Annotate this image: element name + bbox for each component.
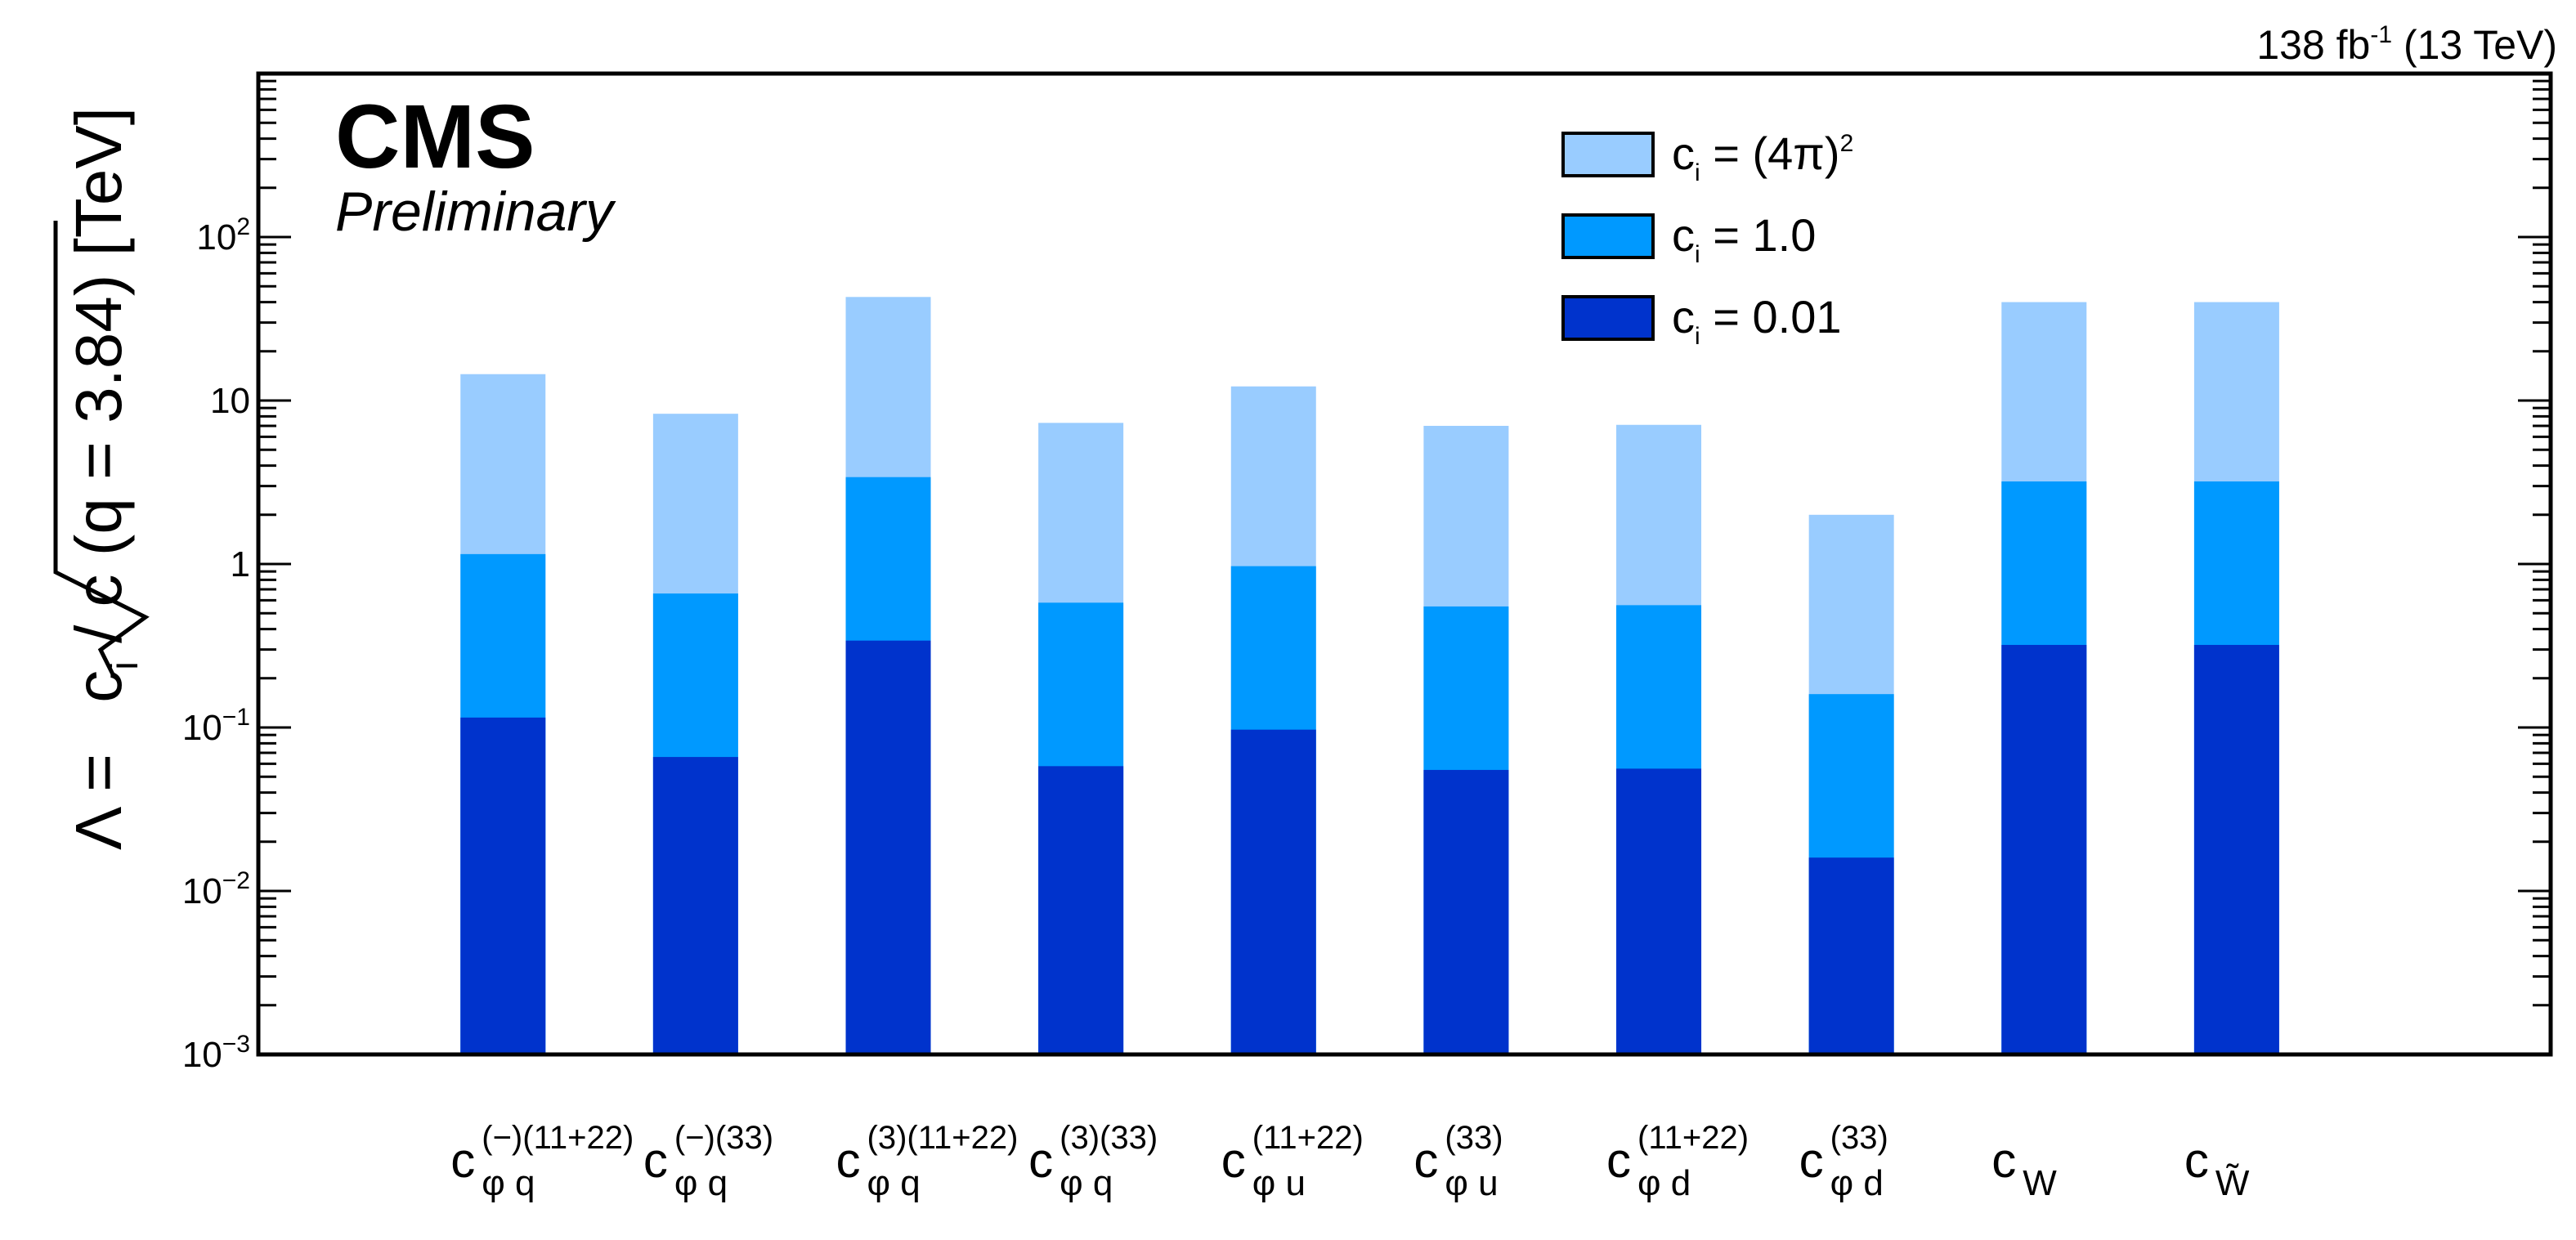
svg-text:φ q: φ q: [482, 1163, 535, 1203]
svg-text:(33): (33): [1830, 1120, 1888, 1156]
legend-label-1: ci = (4π)2: [1672, 128, 1853, 186]
svg-text:φ q: φ q: [674, 1163, 728, 1203]
legend-label-3: ci = 0.01: [1672, 291, 1841, 350]
svg-text:c: c: [836, 1133, 861, 1188]
svg-text:c: c: [450, 1133, 475, 1188]
svg-text:W: W: [2023, 1163, 2057, 1203]
y-tick-label-1: 10−3: [182, 1031, 250, 1075]
y-tick-label-5: 10: [210, 381, 250, 421]
bar-3-2: [652, 757, 738, 1054]
bar-3-1: [460, 717, 546, 1054]
legend: ci = (4π)2 ci = 1.0 ci = 0.01: [1561, 128, 1853, 350]
bars-layer: [460, 297, 2279, 1055]
legend-label-2: ci = 1.0: [1672, 209, 1816, 268]
svg-text:(33): (33): [1445, 1120, 1503, 1156]
lumi-label: 138 fb-1 (13 TeV): [2256, 21, 2557, 68]
svg-text:φ d: φ d: [1830, 1163, 1884, 1203]
svg-text:c: c: [1991, 1133, 2016, 1188]
y-tick-label-4: 1: [231, 544, 250, 584]
svg-text:(−)(33): (−)(33): [674, 1120, 773, 1156]
bar-3-3: [845, 640, 931, 1054]
cms-label: CMS: [335, 87, 535, 187]
bar-3-6: [1423, 769, 1509, 1054]
x-tick-label-10: c W̃: [2184, 1133, 2250, 1203]
svg-text:c: c: [1028, 1133, 1053, 1188]
svg-text:(−)(11+22): (−)(11+22): [482, 1120, 634, 1156]
bar-3-5: [1230, 729, 1316, 1054]
svg-text:c: c: [643, 1133, 668, 1188]
svg-text:Λ = ci / c (q = 3.84) [TeV]: Λ = ci / c (q = 3.84) [TeV]: [62, 107, 146, 850]
preliminary-label: Preliminary: [335, 181, 616, 243]
bar-3-8: [1808, 857, 1894, 1054]
sqrt-sign: [53, 221, 150, 676]
svg-text:φ q: φ q: [1060, 1163, 1113, 1203]
y-tick-label-2: 10−2: [182, 867, 250, 911]
svg-text:φ u: φ u: [1445, 1163, 1498, 1203]
svg-text:(11+22): (11+22): [1637, 1120, 1749, 1156]
plot-frame: [256, 71, 2553, 1057]
svg-text:c: c: [1606, 1133, 1631, 1188]
svg-text:c: c: [1413, 1133, 1438, 1188]
legend-swatch-3: [1561, 295, 1655, 341]
y-tick-label-6: 102: [196, 213, 250, 257]
bar-3-4: [1038, 766, 1124, 1054]
svg-text:W̃: W̃: [2215, 1163, 2250, 1203]
y-tick-labels: 10−3 10−2 10−1 1 10 102: [182, 213, 250, 1075]
svg-text:(3)(11+22): (3)(11+22): [867, 1120, 1019, 1156]
svg-text:φ u: φ u: [1252, 1163, 1306, 1203]
svg-text:φ d: φ d: [1637, 1163, 1691, 1203]
bar-3-10: [2193, 644, 2279, 1054]
svg-text:(11+22): (11+22): [1252, 1120, 1364, 1156]
svg-text:(3)(33): (3)(33): [1060, 1120, 1158, 1156]
y-axis-label: Λ = ci / c (q = 3.84) [TeV]: [53, 107, 150, 850]
svg-text:c: c: [1221, 1133, 1246, 1188]
legend-swatch-1: [1561, 132, 1655, 177]
bar-3-9: [2001, 644, 2087, 1054]
svg-text:φ q: φ q: [867, 1163, 921, 1203]
svg-text:c: c: [2184, 1133, 2209, 1188]
y-tick-label-3: 10−1: [182, 704, 250, 748]
svg-text:c: c: [1799, 1133, 1824, 1188]
bar-3-7: [1616, 768, 1702, 1054]
legend-swatch-2: [1561, 213, 1655, 259]
